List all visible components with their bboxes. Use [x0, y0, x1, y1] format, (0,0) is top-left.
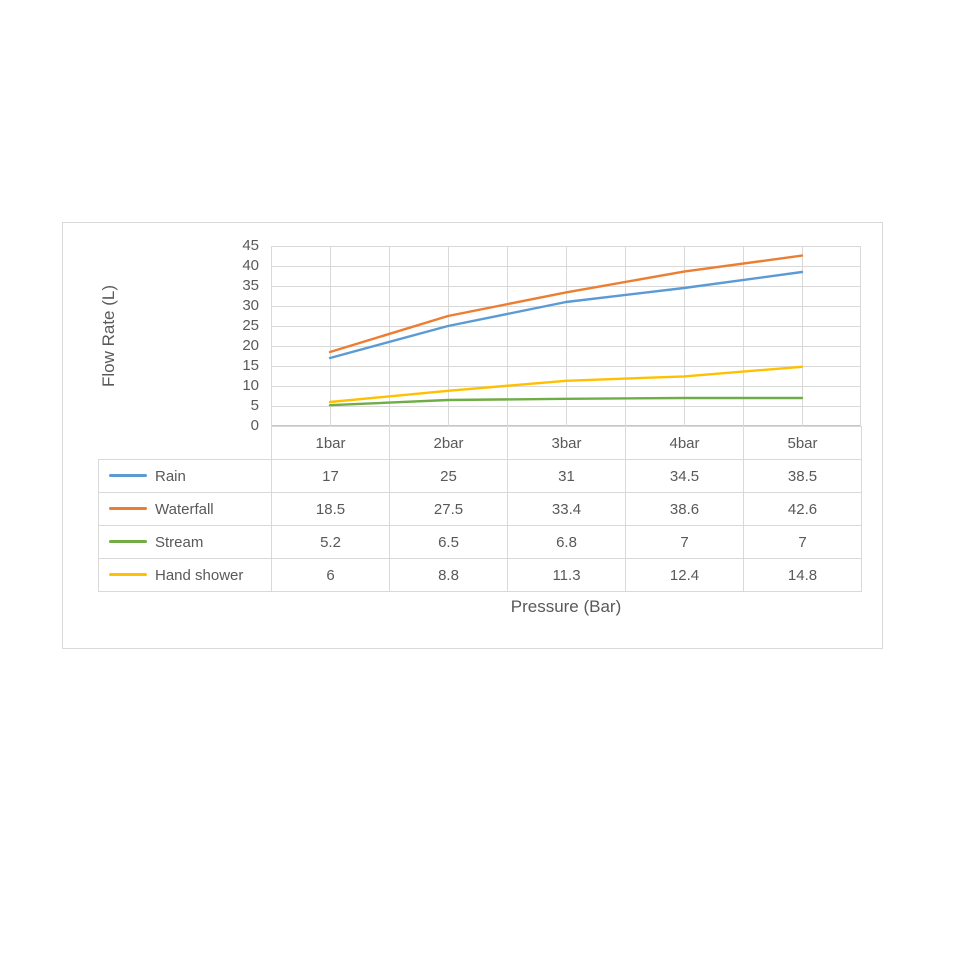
- value-cell: 18.5: [271, 492, 390, 526]
- y-axis-tick-label: 0: [250, 417, 259, 434]
- value-cell: 5.2: [271, 525, 390, 559]
- value-cell: 42.6: [743, 492, 862, 526]
- value-cell: 27.5: [389, 492, 508, 526]
- y-axis-tick-label: 20: [242, 337, 259, 354]
- table-row: Hand shower 6 8.8 11.3 12.4 14.8: [98, 558, 862, 592]
- y-axis-tick-label: 5: [250, 397, 259, 414]
- legend-cell: Stream: [98, 525, 272, 559]
- table-header-row: 1bar 2bar 3bar 4bar 5bar: [99, 426, 862, 460]
- legend-line-icon: [109, 473, 147, 477]
- y-axis-tick-label: 40: [242, 257, 259, 274]
- value-cell: 7: [625, 525, 744, 559]
- category-header-cell: 2bar: [389, 426, 508, 460]
- table-row: Waterfall 18.5 27.5 33.4 38.6 42.6: [98, 492, 862, 526]
- y-axis-tick-label: 25: [242, 317, 259, 334]
- category-header-cell: 1bar: [271, 426, 390, 460]
- legend-line-icon: [109, 539, 147, 543]
- table-corner-cell: [99, 427, 272, 460]
- value-cell: 6.8: [507, 525, 626, 559]
- value-cell: 8.8: [389, 558, 508, 592]
- value-cell: 14.8: [743, 558, 862, 592]
- y-axis-tick-label: 30: [242, 297, 259, 314]
- series-line-hand-shower: [328, 365, 804, 404]
- table-row: Rain 17 25 31 34.5 38.5: [98, 459, 862, 493]
- category-header-cell: 3bar: [507, 426, 626, 460]
- legend-cell: Hand shower: [98, 558, 272, 592]
- y-axis-tick-label: 15: [242, 357, 259, 374]
- value-cell: 11.3: [507, 558, 626, 592]
- x-axis-title: Pressure (Bar): [510, 597, 622, 616]
- series-line-waterfall: [328, 254, 804, 354]
- series-name-label: Hand shower: [155, 566, 244, 584]
- y-axis-tick-label: 35: [242, 277, 259, 294]
- y-axis-tick-label: 10: [242, 377, 259, 394]
- legend-cell: Waterfall: [98, 492, 272, 526]
- category-header-cell: 5bar: [743, 426, 862, 460]
- value-cell: 34.5: [625, 459, 744, 493]
- y-axis-title: Flow Rate (L): [99, 284, 118, 388]
- y-axis-tick-label: 45: [242, 237, 259, 254]
- series-name-label: Rain: [155, 467, 186, 485]
- series-name-label: Waterfall: [155, 500, 214, 518]
- plot-area: [271, 246, 861, 426]
- legend-line-icon: [109, 506, 147, 510]
- value-cell: 38.6: [625, 492, 744, 526]
- value-cell: 25: [389, 459, 508, 493]
- value-cell: 38.5: [743, 459, 862, 493]
- series-name-label: Stream: [155, 533, 204, 551]
- value-cell: 31: [507, 459, 626, 493]
- legend-cell: Rain: [98, 459, 272, 493]
- value-cell: 6.5: [389, 525, 508, 559]
- category-header-cell: 4bar: [625, 426, 744, 460]
- legend-line-icon: [109, 572, 147, 576]
- value-cell: 7: [743, 525, 862, 559]
- series-line-rain: [328, 270, 804, 360]
- value-cell: 6: [271, 558, 390, 592]
- value-cell: 17: [271, 459, 390, 493]
- chart-data-table: 1bar 2bar 3bar 4bar 5bar Rain 17 25 31 34.5 38.5 Wa…: [98, 426, 862, 592]
- chart-container[interactable]: Flow Rate (L) 45 40 35 30 25 20 15 10 5 0 1bar 2ba…: [62, 222, 883, 649]
- value-cell: 33.4: [507, 492, 626, 526]
- value-cell: 12.4: [625, 558, 744, 592]
- table-row: Stream 5.2 6.5 6.8 7 7: [98, 525, 862, 559]
- series-line-stream: [328, 396, 804, 407]
